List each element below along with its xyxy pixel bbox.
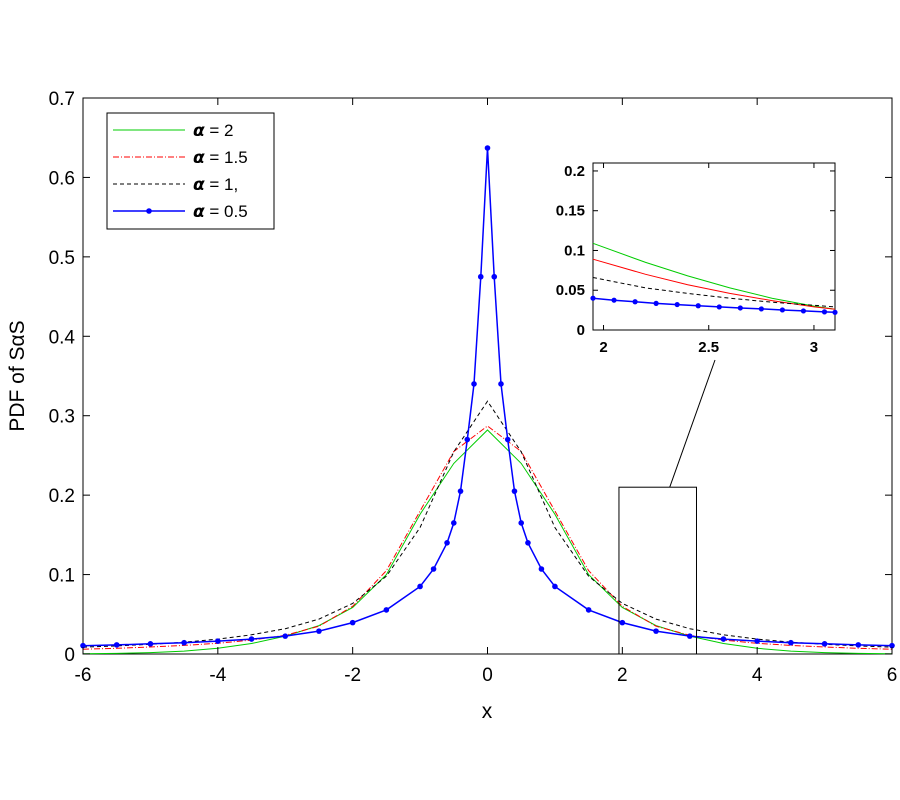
series-point [316,628,322,634]
series-point [215,638,221,644]
series-point [484,145,491,151]
legend-entry: α = 0.5 [193,202,248,222]
legend: α = 2 α = 1.5 α = 1, α = 0.5 [106,112,275,230]
series-point [471,381,477,387]
series-point [889,642,895,649]
inset-chart: 2 2.5 3 0 0.05 0.1 0.15 0.2 [556,162,838,356]
inset-series-point [821,309,828,315]
legend-entry: α = 2 [193,121,234,141]
series-point [450,520,457,526]
series-point [518,520,525,526]
inset-y-tick-label: 0.15 [556,203,585,220]
x-tick-label: 6 [887,665,898,686]
inset-series-point [653,300,659,306]
x-tick-label: -4 [209,665,226,686]
series-point [653,628,659,634]
y-tick-label: 0.5 [49,248,75,269]
zoom-box [618,486,697,655]
legend-box [106,112,275,230]
series-point [383,607,390,613]
inset-x-tick-label: 2.5 [698,339,719,356]
inset-y-tick-label: 0.2 [564,163,585,180]
series-point [788,639,794,646]
inset-series-line-0 [592,242,836,310]
y-tick-label: 0.4 [49,327,76,348]
series-point [504,436,511,443]
series-point [430,566,437,572]
inset-series-point [632,299,638,305]
zoom-indicator [618,359,716,655]
series-point [511,488,518,494]
inset-series-point [716,304,722,310]
inset-y-tick-label: 0.05 [556,282,585,299]
inset-series-point [800,308,807,314]
series-point [477,273,484,280]
series-point [80,642,86,649]
inset-series-point [695,303,701,309]
inset-series-point [758,306,764,312]
series-point [349,619,356,626]
legend-marker [146,208,152,214]
inset-series-point [779,307,785,313]
series-point [686,633,693,639]
series-point [525,540,531,546]
inset-series-point [737,305,743,311]
inset-y-tick-label: 0 [577,322,585,339]
x-tick-label: 2 [617,665,628,686]
x-tick-label: 4 [752,665,763,686]
inset-series-point [832,309,838,315]
x-tick-label: -6 [75,665,92,686]
y-tick-label: 0.6 [49,168,75,189]
legend-entry: α = 1.5 [193,148,248,168]
y-axis-label: PDF of SαS [6,320,29,431]
inset-series-point [611,297,617,303]
inset-x-tick-label: 3 [810,339,818,356]
legend-entry: α = 1, [193,175,238,195]
inset-series-point [674,301,680,308]
y-tick-label: 0.2 [49,486,75,507]
series-point [754,638,760,644]
inset-y-tick-label: 0.1 [564,242,585,259]
series-point [464,436,471,443]
series-point [457,488,464,494]
series-point [821,641,828,647]
series-point [181,639,187,646]
x-tick-label: -2 [344,665,361,686]
series-point [417,583,423,590]
zoom-connector [669,359,716,488]
y-tick-label: 0.1 [49,566,75,587]
inset-series-point [590,295,596,301]
x-axis-label: x [482,700,493,723]
series-point [552,583,558,590]
series-point [498,381,504,387]
series-point [282,633,289,639]
series-point [113,642,120,648]
x-tick-label: 0 [482,665,493,686]
y-tick-label: 0 [64,645,75,666]
series-point [855,642,862,648]
series-point [147,641,154,647]
inset-series-line-1 [592,258,836,310]
series-point [444,540,450,546]
y-tick-label: 0.7 [49,89,75,110]
inset-x-tick-label: 2 [599,339,607,356]
series-point [585,607,592,613]
axis-ticks-group [82,97,893,655]
y-tick-label: 0.3 [49,407,75,428]
tick-labels-group: -6 -4 -2 0 2 4 600.10.20.30.40.50.60.7 [49,89,898,686]
series-point [491,273,498,280]
series-point [720,636,727,642]
series-point [248,636,255,642]
series-point [619,619,626,626]
series-point [538,566,545,572]
